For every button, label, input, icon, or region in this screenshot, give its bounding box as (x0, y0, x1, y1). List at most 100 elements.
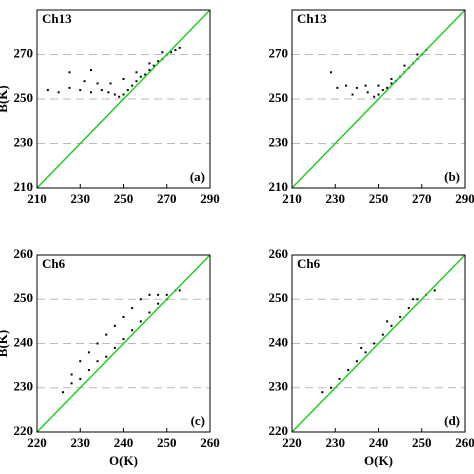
panel-label: Ch6 (297, 256, 321, 271)
point (96, 82, 99, 85)
x-tick-label: 260 (200, 435, 220, 450)
point (122, 77, 125, 80)
y-tick-label: 260 (14, 246, 34, 261)
x-tick-label: 290 (200, 191, 220, 206)
y-tick-label: 230 (269, 379, 289, 394)
x-tick-label: 210 (282, 191, 302, 206)
one-to-one-line (36, 254, 211, 433)
point (178, 289, 181, 292)
point (174, 49, 177, 52)
point (336, 86, 339, 89)
point (416, 53, 419, 56)
plot-frame (291, 254, 466, 433)
x-tick-label: 220 (282, 435, 302, 450)
one-to-one-line (291, 254, 466, 433)
point (131, 307, 134, 310)
x-tick-label: 240 (369, 435, 389, 450)
point (109, 82, 112, 85)
point (321, 391, 324, 394)
point (364, 351, 367, 354)
point (377, 84, 380, 87)
point (381, 333, 384, 336)
x-tick-label: 230 (71, 191, 91, 206)
x-tick-label: 250 (412, 435, 432, 450)
point (403, 64, 406, 67)
point (144, 73, 147, 76)
point (412, 298, 415, 301)
y-tick-label: 220 (14, 423, 34, 438)
point (90, 69, 93, 72)
point (157, 60, 160, 63)
y-tick-label: 240 (14, 334, 34, 349)
point (57, 91, 60, 94)
point (381, 89, 384, 92)
point (373, 95, 376, 98)
point (131, 329, 134, 332)
point (79, 360, 82, 363)
y-tick-label: 230 (14, 379, 34, 394)
panel-label: Ch13 (42, 11, 72, 26)
y-axis-label: B(K) (0, 330, 10, 357)
x-tick-label: 230 (326, 191, 346, 206)
x-axis-label: O(K) (364, 453, 393, 468)
point (105, 333, 108, 336)
point (148, 62, 151, 65)
x-tick-label: 240 (114, 435, 134, 450)
point (96, 360, 99, 363)
y-tick-label: 230 (14, 134, 34, 149)
point (366, 91, 369, 94)
point (390, 324, 393, 327)
point (87, 351, 90, 354)
point (90, 91, 93, 94)
point (178, 46, 181, 49)
point (416, 298, 419, 301)
x-tick-label: 230 (71, 435, 91, 450)
point (390, 82, 393, 85)
x-axis-label: O(K) (109, 453, 138, 468)
point (329, 71, 332, 74)
one-to-one-line (291, 9, 466, 189)
point (152, 64, 155, 67)
point (70, 382, 73, 385)
point (338, 377, 341, 380)
point (390, 77, 393, 80)
panel-annotation: (b) (444, 169, 460, 184)
panel-annotation: (a) (190, 169, 205, 184)
point (122, 93, 125, 96)
x-tick-label: 220 (27, 435, 47, 450)
point (122, 315, 125, 318)
point (373, 342, 376, 345)
point (61, 391, 64, 394)
point (79, 377, 82, 380)
x-tick-label: 250 (369, 191, 389, 206)
x-tick-label: 250 (157, 435, 177, 450)
point (100, 89, 103, 92)
point (46, 89, 49, 92)
point (126, 89, 129, 92)
x-tick-label: 250 (114, 191, 134, 206)
y-tick-label: 270 (269, 45, 289, 60)
point (96, 342, 99, 345)
point (139, 75, 142, 78)
x-tick-label: 290 (455, 191, 474, 206)
point (68, 71, 71, 74)
point (135, 80, 138, 83)
point (157, 293, 160, 296)
y-tick-label: 260 (269, 246, 289, 261)
point (407, 307, 410, 310)
point (165, 293, 168, 296)
point (377, 93, 380, 96)
y-tick-label: 210 (269, 179, 289, 194)
point (131, 84, 134, 87)
panel-label: Ch6 (42, 256, 66, 271)
point (148, 293, 151, 296)
point (157, 302, 160, 305)
point (170, 51, 173, 54)
y-tick-label: 240 (269, 334, 289, 349)
point (122, 338, 125, 341)
point (355, 360, 358, 363)
point (355, 86, 358, 89)
point (386, 86, 389, 89)
point (161, 51, 164, 54)
